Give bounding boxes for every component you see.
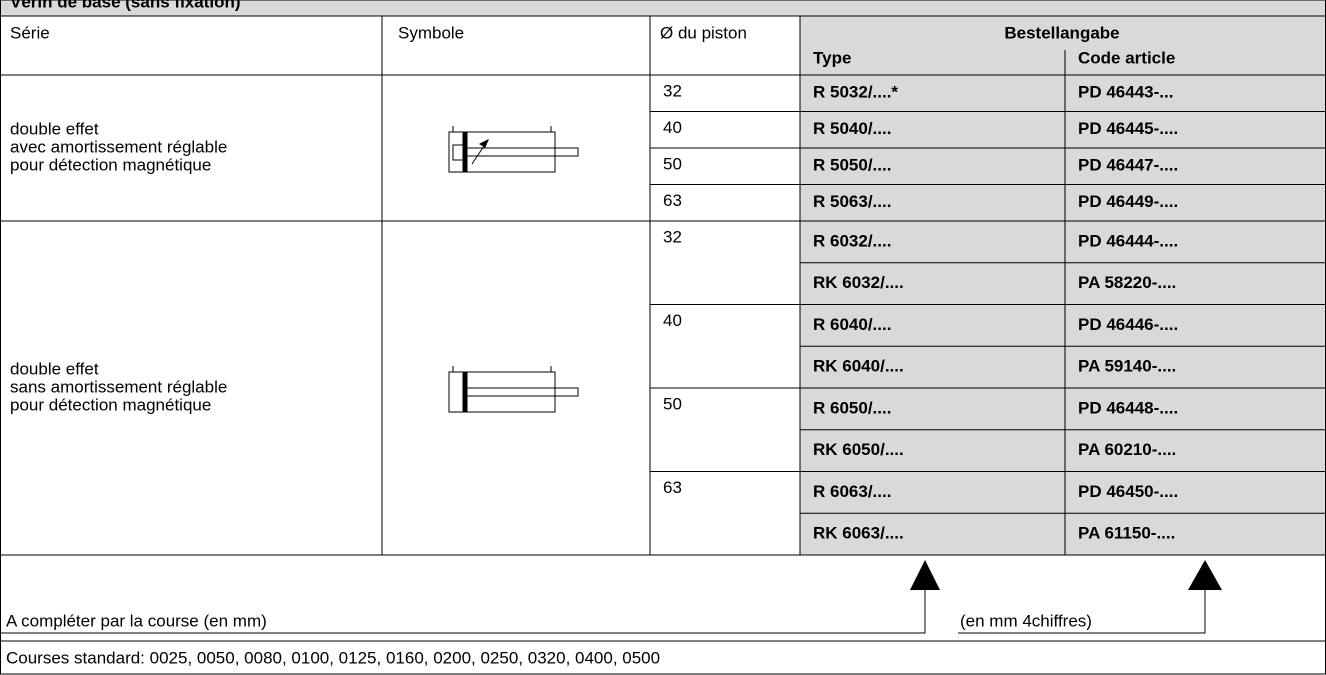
- code-cell: PD 46449-....: [1078, 192, 1178, 211]
- type-cell: R 6032/....: [813, 231, 891, 250]
- title: Vérin de base (sans fixation): [10, 0, 241, 11]
- col-header: Bestellangabe: [1004, 23, 1119, 42]
- piston-diameter: 32: [663, 227, 682, 246]
- code-cell: PD 46444-....: [1078, 231, 1178, 250]
- code-cell: PA 58220-....: [1078, 273, 1176, 292]
- cylinder-symbol: [448, 366, 579, 413]
- note: (en mm 4chiffres): [960, 611, 1092, 630]
- type-cell: R 5040/....: [813, 119, 891, 138]
- code-cell: PD 46450-....: [1078, 482, 1178, 501]
- series-description: double effet: [10, 359, 99, 378]
- type-cell: RK 6050/....: [813, 440, 904, 459]
- series-description: pour détection magnétique: [10, 395, 211, 414]
- type-cell: R 6050/....: [813, 398, 891, 417]
- piston-diameter: 50: [663, 394, 682, 413]
- code-cell: PD 46445-....: [1078, 119, 1178, 138]
- code-cell: PA 60210-....: [1078, 440, 1176, 459]
- order-shading: [800, 16, 1325, 555]
- col-header: Symbole: [398, 23, 464, 42]
- type-cell: R 6063/....: [813, 482, 891, 501]
- note: A compléter par la course (en mm): [6, 611, 267, 630]
- piston-diameter: 32: [663, 81, 682, 100]
- piston-diameter: 40: [663, 118, 682, 137]
- leader-line: [958, 590, 1206, 634]
- code-cell: PD 46447-....: [1078, 156, 1178, 175]
- col-header: Code article: [1078, 48, 1175, 67]
- series-description: avec amortissement réglable: [10, 137, 227, 156]
- code-cell: PA 59140-....: [1078, 357, 1176, 376]
- code-cell: PD 46443-...: [1078, 83, 1173, 102]
- code-cell: PA 61150-....: [1078, 524, 1175, 543]
- col-header: Type: [813, 48, 851, 67]
- type-cell: R 5050/....: [813, 156, 891, 175]
- series-description: sans amortissement réglable: [10, 377, 227, 396]
- type-cell: R 6040/....: [813, 315, 891, 334]
- piston-diameter: 63: [663, 478, 682, 497]
- type-cell: RK 6032/....: [813, 273, 904, 292]
- type-cell: R 5063/....: [813, 192, 891, 211]
- piston-diameter: 63: [663, 191, 682, 210]
- type-cell: R 5032/....*: [813, 83, 898, 102]
- standard-strokes: Courses standard: 0025, 0050, 0080, 0100…: [6, 648, 660, 667]
- col-header: Ø du piston: [660, 23, 747, 42]
- piston-diameter: 40: [663, 311, 682, 330]
- leader-line: [0, 590, 926, 634]
- code-cell: PD 46448-....: [1078, 398, 1178, 417]
- series-description: pour détection magnétique: [10, 155, 211, 174]
- arrow-head: [910, 560, 940, 590]
- piston-diameter: 50: [663, 154, 682, 173]
- cylinder-symbol: [448, 126, 579, 173]
- col-header: Série: [10, 23, 50, 42]
- type-cell: RK 6063/....: [813, 524, 904, 543]
- arrow-head: [1188, 560, 1222, 590]
- series-description: double effet: [10, 119, 99, 138]
- code-cell: PD 46446-....: [1078, 315, 1178, 334]
- type-cell: RK 6040/....: [813, 357, 904, 376]
